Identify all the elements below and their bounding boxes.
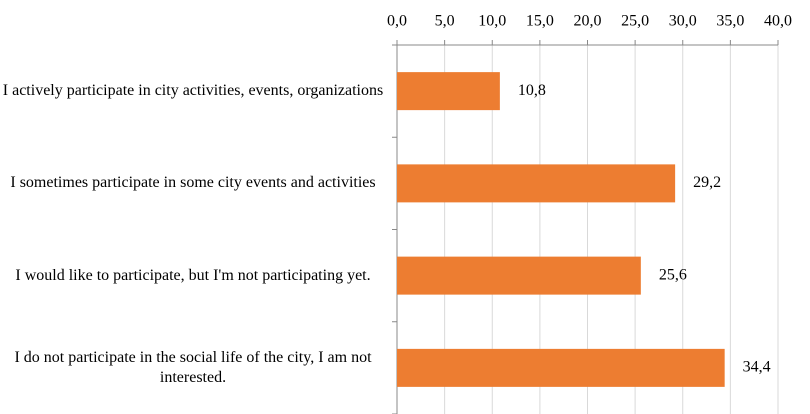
- data-label: 10,8: [518, 82, 546, 99]
- bar: [397, 164, 676, 203]
- x-tick-label: 0,0: [387, 13, 407, 30]
- data-label: 29,2: [693, 174, 721, 191]
- x-tick-label: 20,0: [574, 13, 602, 30]
- x-tick-label: 15,0: [526, 13, 554, 30]
- bar: [397, 256, 641, 295]
- y-tick-label: I actively participate in city activitie…: [2, 82, 384, 100]
- x-tick-label: 30,0: [669, 13, 697, 30]
- y-tick-label: I would like to participate, but I'm not…: [15, 266, 371, 284]
- bar: [397, 72, 500, 111]
- x-tick-label: 25,0: [621, 13, 649, 30]
- data-label: 34,4: [743, 359, 771, 376]
- y-tick-label: I sometimes participate in some city eve…: [10, 174, 376, 192]
- y-tick-label: I do not participate in the social life …: [14, 348, 372, 386]
- bar: [397, 348, 725, 387]
- x-tick-label: 40,0: [764, 13, 792, 30]
- x-tick-label: 10,0: [478, 13, 506, 30]
- x-tick-label: 5,0: [435, 13, 455, 30]
- data-label: 25,6: [659, 266, 687, 283]
- x-tick-label: 35,0: [716, 13, 744, 30]
